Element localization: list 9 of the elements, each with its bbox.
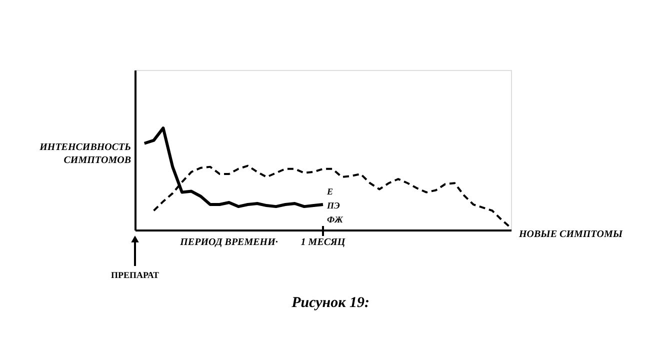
y-axis-title: ИНТЕНСИВНОСТЬ СИМПТОМОВ [38,142,132,166]
text: Рисунок 19: [292,295,370,311]
annotation: Е [326,186,334,197]
series-label: НОВЫЕ СИМПТОМЫ [518,228,623,240]
x-axis-title: ПЕРИОД ВРЕМЕНИ· [179,237,278,248]
annotation: ФЖ [327,214,344,225]
text: ПРЕПАРАТ [110,270,160,280]
text: 1 МЕСЯЦ [300,237,346,248]
annotation: ПЭ [326,200,340,211]
